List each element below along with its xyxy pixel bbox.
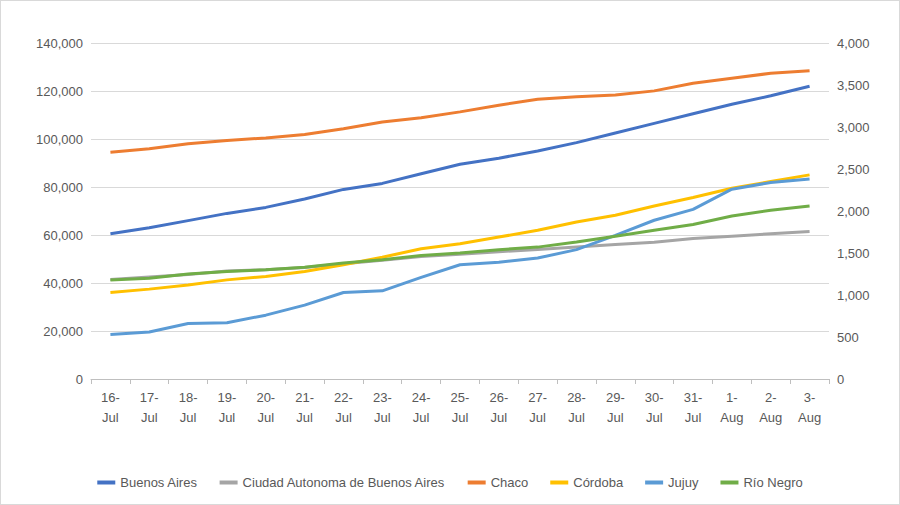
svg-text:Jul: Jul	[374, 410, 391, 425]
svg-text:30-: 30-	[645, 390, 664, 405]
svg-text:Jul: Jul	[413, 410, 430, 425]
svg-text:Chaco: Chaco	[491, 475, 529, 490]
svg-text:Córdoba: Córdoba	[573, 475, 624, 490]
svg-text:26-: 26-	[489, 390, 508, 405]
svg-text:Jul: Jul	[296, 410, 313, 425]
svg-text:1,000: 1,000	[837, 288, 870, 303]
svg-text:Jul: Jul	[568, 410, 585, 425]
svg-text:Jul: Jul	[141, 410, 158, 425]
svg-text:3-: 3-	[804, 390, 816, 405]
svg-text:25-: 25-	[451, 390, 470, 405]
svg-text:24-: 24-	[412, 390, 431, 405]
svg-text:Jul: Jul	[102, 410, 119, 425]
svg-text:Jul: Jul	[685, 410, 702, 425]
svg-text:21-: 21-	[295, 390, 314, 405]
svg-text:Jul: Jul	[219, 410, 236, 425]
svg-text:17-: 17-	[140, 390, 159, 405]
svg-text:20-: 20-	[256, 390, 275, 405]
svg-text:22-: 22-	[334, 390, 353, 405]
svg-text:Jul: Jul	[180, 410, 197, 425]
svg-text:Jul: Jul	[646, 410, 663, 425]
svg-text:Ciudad Autonoma de Buenos Aire: Ciudad Autonoma de Buenos Aires	[243, 475, 445, 490]
svg-text:140,000: 140,000	[36, 36, 83, 51]
svg-text:Aug: Aug	[798, 410, 821, 425]
svg-text:1,500: 1,500	[837, 246, 870, 261]
svg-text:120,000: 120,000	[36, 84, 83, 99]
svg-text:18-: 18-	[179, 390, 198, 405]
svg-text:31-: 31-	[684, 390, 703, 405]
svg-text:19-: 19-	[218, 390, 237, 405]
svg-text:100,000: 100,000	[36, 132, 83, 147]
svg-text:Jul: Jul	[607, 410, 624, 425]
svg-text:500: 500	[837, 330, 859, 345]
svg-text:0: 0	[76, 372, 83, 387]
svg-text:60,000: 60,000	[43, 228, 83, 243]
svg-text:Jul: Jul	[335, 410, 352, 425]
svg-text:Río Negro: Río Negro	[743, 475, 802, 490]
svg-text:Jul: Jul	[452, 410, 469, 425]
svg-text:16-: 16-	[101, 390, 120, 405]
svg-text:20,000: 20,000	[43, 324, 83, 339]
svg-text:1-: 1-	[726, 390, 738, 405]
svg-text:Jujuy: Jujuy	[668, 475, 699, 490]
svg-text:Jul: Jul	[529, 410, 546, 425]
svg-text:28-: 28-	[567, 390, 586, 405]
svg-text:3,500: 3,500	[837, 78, 870, 93]
svg-text:Aug: Aug	[720, 410, 743, 425]
svg-text:0: 0	[837, 372, 844, 387]
svg-text:27-: 27-	[528, 390, 547, 405]
svg-text:3,000: 3,000	[837, 120, 870, 135]
svg-text:29-: 29-	[606, 390, 625, 405]
svg-text:2-: 2-	[765, 390, 777, 405]
svg-text:80,000: 80,000	[43, 180, 83, 195]
svg-text:40,000: 40,000	[43, 276, 83, 291]
svg-text:23-: 23-	[373, 390, 392, 405]
svg-text:Buenos Aires: Buenos Aires	[120, 475, 197, 490]
svg-text:2,000: 2,000	[837, 204, 870, 219]
svg-text:Jul: Jul	[491, 410, 508, 425]
svg-text:2,500: 2,500	[837, 162, 870, 177]
svg-text:Aug: Aug	[759, 410, 782, 425]
svg-text:Jul: Jul	[257, 410, 274, 425]
svg-text:4,000: 4,000	[837, 36, 870, 51]
